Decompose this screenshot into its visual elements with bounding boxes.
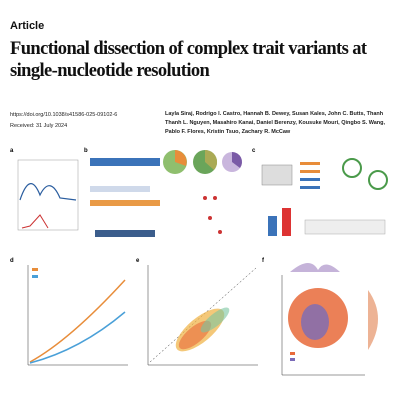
panel-label: d — [10, 258, 14, 264]
panel-b — [90, 149, 242, 237]
meta: https://doi.org/10.1038/s41586-025-09102… — [10, 110, 117, 132]
doi: https://doi.org/10.1038/s41586-025-09102… — [10, 112, 118, 118]
panel-label: e — [136, 258, 140, 264]
received: Received: 31 July 2024 — [10, 123, 68, 129]
paper-title: Functional dissection of complex trait v… — [10, 39, 367, 81]
panel-label: b — [84, 148, 88, 154]
panel-label: c — [252, 148, 256, 154]
panel-c — [261, 158, 388, 236]
panel-f — [281, 262, 378, 376]
panel-a — [17, 159, 79, 231]
article-type: Article — [10, 20, 45, 32]
panel-label: f — [262, 258, 265, 264]
panel-e — [147, 265, 258, 366]
authors: Layla Siraj, Rodrigo I. Castro, Hannah B… — [165, 111, 386, 135]
panel-d — [27, 265, 128, 366]
panel-label: a — [10, 148, 14, 154]
